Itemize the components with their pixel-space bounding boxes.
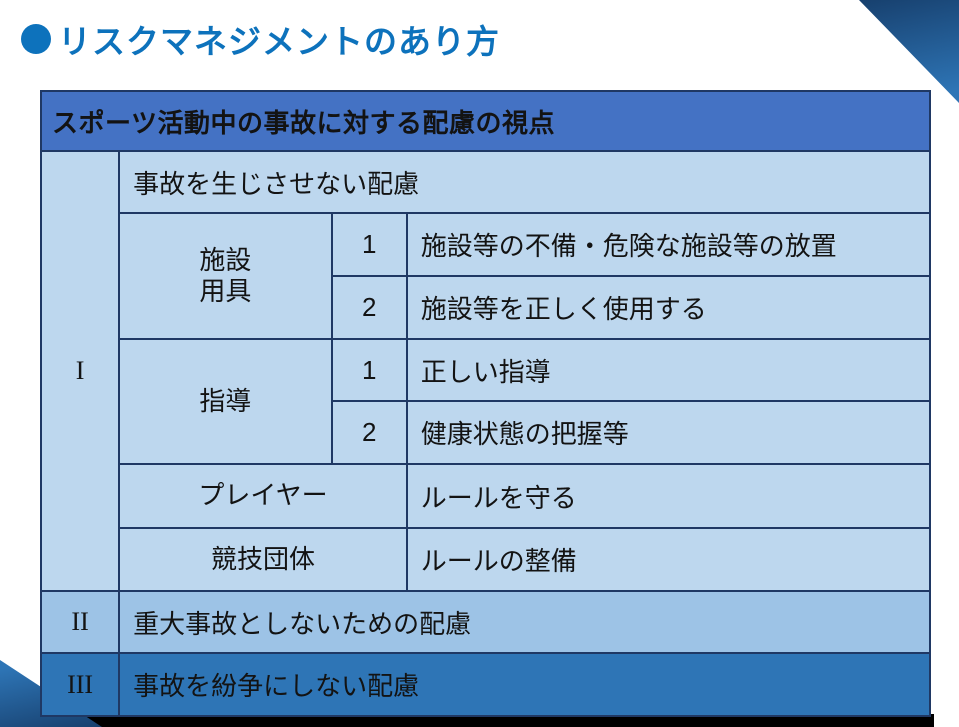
table-row: 指導 1 正しい指導 <box>41 338 932 465</box>
facility-item2-text: 施設等を正しく使用する <box>405 275 932 340</box>
table-row: プレイヤー ルールを守る <box>41 463 932 529</box>
facility-category: 施設 用具 <box>118 212 333 340</box>
section-one-numeral: I <box>39 150 121 592</box>
top-right-corner-triangle <box>859 0 959 103</box>
section-two-text: 重大事故としないための配慮 <box>118 590 931 654</box>
guidance-category: 指導 <box>118 338 333 465</box>
guidance-item2-text: 健康状態の把握等 <box>405 400 932 465</box>
section-one-lead: 事故を生じさせない配慮 <box>118 150 931 214</box>
risk-table: スポーツ活動中の事故に対する配慮の視点 I 事故を生じさせない配慮 施設 用具 … <box>39 90 932 717</box>
federation-text: ルールの整備 <box>405 527 932 592</box>
title-row: リスクマネジメントのあり方 <box>21 15 500 63</box>
table-row: 2 健康状態の把握等 <box>41 400 932 465</box>
table-row: 施設 用具 1 施設等の不備・危険な施設等の放置 <box>41 212 932 340</box>
facility-item2-number: 2 <box>330 275 408 340</box>
section-three-numeral: III <box>39 652 121 717</box>
table-row: I 事故を生じさせない配慮 <box>39 150 931 592</box>
bullet-circle-icon <box>21 24 51 54</box>
table-header: スポーツ活動中の事故に対する配慮の視点 <box>40 90 931 152</box>
bottom-black-bar <box>0 714 934 727</box>
table-row: 競技団体 ルールの整備 <box>41 527 932 592</box>
table-row: 2 施設等を正しく使用する <box>41 275 932 340</box>
federation-category: 競技団体 <box>118 527 408 592</box>
table-row: III 事故を紛争にしない配慮 <box>39 652 931 717</box>
risk-table-wrapper: スポーツ活動中の事故に対する配慮の視点 I 事故を生じさせない配慮 施設 用具 … <box>39 90 932 717</box>
player-category: プレイヤー <box>118 463 408 529</box>
table-row: II 重大事故としないための配慮 <box>39 590 931 654</box>
section-three-text: 事故を紛争にしない配慮 <box>118 652 931 717</box>
section-two-numeral: II <box>39 590 121 654</box>
page-title: リスクマネジメントのあり方 <box>58 23 500 60</box>
guidance-item1-number: 1 <box>330 338 408 402</box>
facility-item1-number: 1 <box>330 212 408 277</box>
facility-item1-text: 施設等の不備・危険な施設等の放置 <box>405 212 932 277</box>
guidance-item1-text: 正しい指導 <box>405 338 932 402</box>
table-header-row: スポーツ活動中の事故に対する配慮の視点 <box>40 90 931 152</box>
guidance-item2-number: 2 <box>330 400 408 465</box>
player-text: ルールを守る <box>405 463 932 529</box>
